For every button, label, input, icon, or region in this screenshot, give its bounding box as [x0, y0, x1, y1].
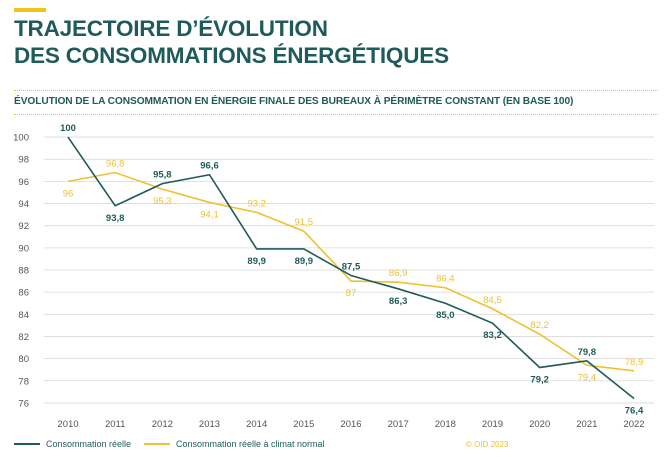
- x-tick-label-2022: 2022: [623, 419, 644, 430]
- tick-layer: 76 78 80 82 84 86 88 90 92 94 96 98 100 2010 2011 2012 2…: [13, 133, 644, 430]
- series-line-climat: [67, 171, 635, 372]
- data-label-climat-2014: 93,2: [247, 198, 266, 209]
- title-line-2: DES CONSOMMATIONS ÉNERGÉTIQUES: [14, 43, 449, 68]
- grid-layer: [44, 136, 654, 404]
- legend-item-climat: Consommation réelle à climat normal: [144, 439, 325, 449]
- series-line-reel: [67, 136, 635, 400]
- title-divider-top: [14, 90, 658, 91]
- y-tick-label-88: 88: [18, 266, 29, 277]
- data-label-reel-2013: 96,6: [200, 161, 219, 172]
- x-tick-label-2021: 2021: [576, 419, 597, 430]
- x-tick-label-2014: 2014: [246, 419, 267, 430]
- y-tick-label-82: 82: [18, 332, 29, 343]
- x-tick-label-2013: 2013: [199, 419, 220, 430]
- y-tick-label-94: 94: [18, 199, 29, 210]
- data-label-reel-2012: 95,8: [153, 170, 172, 181]
- x-tick-label-2012: 2012: [152, 419, 173, 430]
- y-tick-label-90: 90: [18, 243, 29, 254]
- series-layer: [67, 136, 635, 400]
- data-label-climat-2013: 94,1: [200, 209, 219, 220]
- data-label-reel-2022: 76,4: [625, 405, 644, 416]
- x-tick-label-2011: 2011: [105, 419, 125, 430]
- data-label-climat-2011: 96,8: [106, 159, 125, 170]
- data-label-climat-2021: 79,4: [578, 372, 597, 383]
- y-tick-label-76: 76: [18, 398, 29, 409]
- page-title: TRAJECTOIRE D’ÉVOLUTION DES CONSOMMATION…: [14, 15, 449, 69]
- y-tick-label-96: 96: [18, 177, 29, 188]
- legend-swatch-climat: [144, 443, 170, 445]
- x-tick-label-2010: 2010: [57, 419, 78, 430]
- data-label-reel-2011: 93,8: [106, 213, 125, 224]
- y-tick-label-98: 98: [18, 155, 29, 166]
- copyright-notice: © OID 2023: [466, 440, 509, 449]
- data-label-reel-2014: 89,9: [247, 256, 266, 267]
- data-label-reel-2017: 86,3: [389, 296, 408, 307]
- data-label-reel-2018: 85,0: [436, 310, 455, 321]
- y-tick-label-92: 92: [18, 221, 29, 232]
- data-label-reel-2010: 100: [60, 123, 76, 134]
- data-label-reel-2019: 83,2: [483, 330, 502, 341]
- y-tick-label-100: 100: [13, 133, 29, 144]
- y-tick-label-86: 86: [18, 288, 29, 299]
- data-label-climat-2010: 96: [63, 188, 74, 199]
- y-tick-label-78: 78: [18, 376, 29, 387]
- x-tick-label-2017: 2017: [388, 419, 409, 430]
- data-label-reel-2021: 79,8: [578, 347, 597, 358]
- data-label-climat-2018: 86,4: [436, 274, 455, 285]
- legend-label-climat: Consommation réelle à climat normal: [176, 439, 325, 449]
- legend-item-reel: Consommation réelle: [14, 439, 131, 449]
- data-label-reel-2015: 89,9: [295, 256, 314, 267]
- legend-swatch-reel: [14, 443, 40, 445]
- data-label-climat-2022: 78,9: [625, 357, 644, 368]
- data-label-reel-2020: 79,2: [530, 374, 549, 385]
- data-label-climat-2012: 95,3: [153, 196, 172, 207]
- x-tick-label-2018: 2018: [435, 419, 456, 430]
- data-label-layer: 100 93,8 95,8 96,6 89,9 89,9 87,5 86,3 85,0 83,2 7…: [60, 123, 644, 416]
- chart-subtitle: ÉVOLUTION DE LA CONSOMMATION EN ÉNERGIE …: [14, 96, 574, 107]
- data-label-climat-2019: 84,5: [483, 295, 502, 306]
- data-label-reel-2016: 87,5: [342, 262, 361, 273]
- y-tick-label-84: 84: [18, 310, 29, 321]
- legend-label-reel: Consommation réelle: [46, 439, 132, 449]
- title-line-1: TRAJECTOIRE D’ÉVOLUTION: [14, 16, 328, 41]
- x-tick-label-2016: 2016: [340, 419, 361, 430]
- data-label-climat-2020: 82,2: [530, 320, 549, 331]
- x-tick-label-2015: 2015: [293, 419, 314, 430]
- data-label-climat-2017: 86,9: [389, 268, 408, 279]
- y-tick-label-80: 80: [18, 354, 29, 365]
- x-tick-label-2019: 2019: [482, 419, 503, 430]
- accent-bar: [14, 8, 46, 12]
- x-tick-label-2020: 2020: [529, 419, 550, 430]
- data-label-climat-2016: 87: [346, 288, 357, 299]
- data-label-climat-2015: 91,5: [295, 217, 314, 228]
- title-divider-bottom: [14, 114, 658, 115]
